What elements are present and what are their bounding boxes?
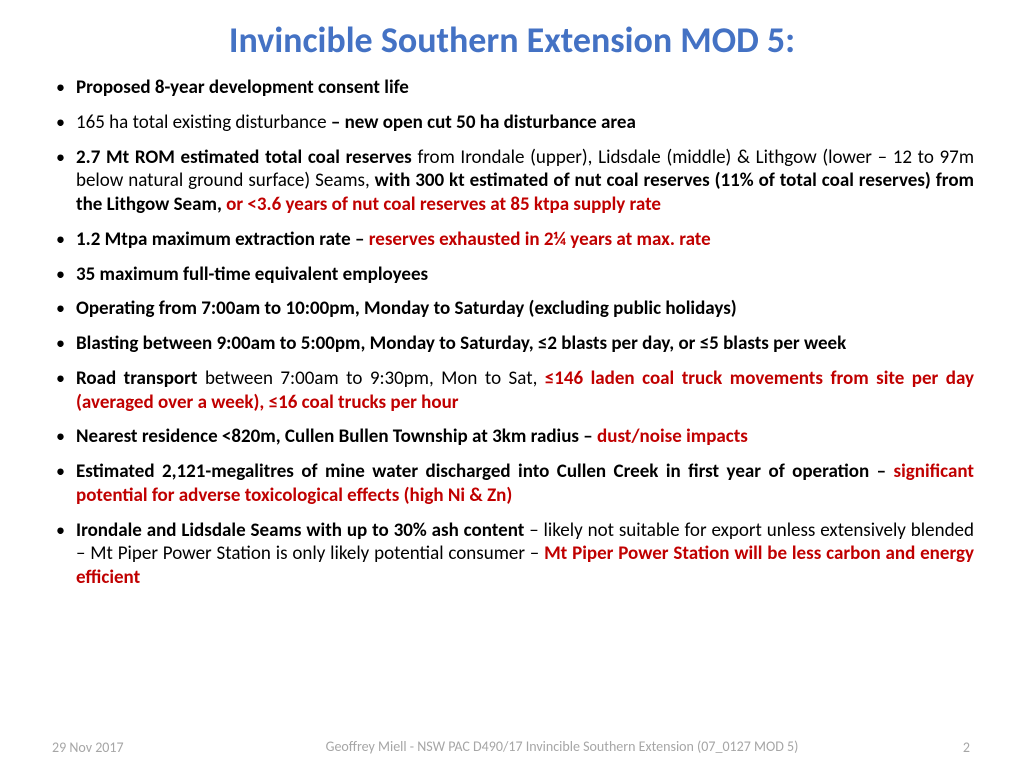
text-span: Operating from 7:00am to 10:00pm, Monday… bbox=[76, 297, 737, 320]
bullet-item: Proposed 8-year development consent life bbox=[50, 76, 974, 100]
bullet-item: Nearest residence <820m, Cullen Bullen T… bbox=[50, 425, 974, 449]
footer-date: 29 Nov 2017 bbox=[0, 739, 220, 756]
text-span: 35 maximum full-time equivalent employee… bbox=[76, 263, 428, 286]
bullet-item: Operating from 7:00am to 10:00pm, Monday… bbox=[50, 297, 974, 321]
bullet-list: Proposed 8-year development consent life… bbox=[50, 76, 974, 590]
text-span: or <3.6 years of nut coal reserves at 85… bbox=[226, 193, 661, 216]
bullet-item: 1.2 Mtpa maximum extraction rate – reser… bbox=[50, 228, 974, 252]
text-span: Estimated 2,121-megalitres of mine water… bbox=[76, 460, 894, 483]
text-span: dust/noise impacts bbox=[597, 425, 748, 448]
text-span: Blasting between 9:00am to 5:00pm, Monda… bbox=[76, 332, 846, 355]
bullet-item: 35 maximum full-time equivalent employee… bbox=[50, 263, 974, 287]
bullet-item: Irondale and Lidsdale Seams with up to 3… bbox=[50, 519, 974, 590]
bullet-item: Road transport between 7:00am to 9:30pm,… bbox=[50, 367, 974, 415]
bullet-item: 2.7 Mt ROM estimated total coal reserves… bbox=[50, 146, 974, 217]
text-span: Nearest residence <820m, Cullen Bullen T… bbox=[76, 425, 597, 448]
text-span: between 7:00am to 9:30pm, Mon to Sat, bbox=[205, 367, 545, 390]
bullet-item: Blasting between 9:00am to 5:00pm, Monda… bbox=[50, 332, 974, 356]
slide-title: Invincible Southern Extension MOD 5: bbox=[50, 18, 974, 62]
text-span: Proposed 8-year development consent life bbox=[76, 76, 409, 99]
footer-center: Geoffrey Miell - NSW PAC D490/17 Invinci… bbox=[220, 739, 904, 756]
text-span: 2.7 Mt ROM estimated total coal reserves bbox=[76, 146, 417, 169]
slide-footer: 29 Nov 2017 Geoffrey Miell - NSW PAC D49… bbox=[0, 739, 1024, 756]
bullet-item: Estimated 2,121-megalitres of mine water… bbox=[50, 460, 974, 508]
text-span: 165 ha total existing disturbance bbox=[76, 111, 331, 134]
text-span: Irondale and Lidsdale Seams with up to 3… bbox=[76, 519, 529, 542]
bullet-item: 165 ha total existing disturbance – new … bbox=[50, 111, 974, 135]
footer-page-number: 2 bbox=[904, 739, 1024, 756]
text-span: 1.2 Mtpa maximum extraction rate – bbox=[76, 228, 369, 251]
text-span: Road transport bbox=[76, 367, 205, 390]
text-span: reserves exhausted in 2¼ years at max. r… bbox=[369, 228, 711, 251]
text-span: – new open cut 50 ha disturbance area bbox=[331, 111, 636, 134]
